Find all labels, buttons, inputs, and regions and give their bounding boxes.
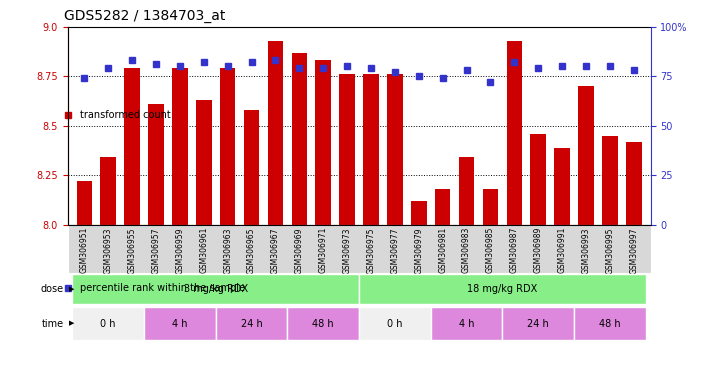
Bar bbox=[215, 307, 287, 340]
Bar bbox=[359, 307, 431, 340]
Text: GSM306981: GSM306981 bbox=[438, 227, 447, 273]
Text: GSM306979: GSM306979 bbox=[415, 227, 423, 273]
Bar bbox=[530, 134, 546, 225]
Bar bbox=[292, 53, 307, 225]
Text: 24 h: 24 h bbox=[528, 318, 549, 329]
Bar bbox=[459, 157, 474, 225]
Bar bbox=[196, 100, 211, 225]
Text: GSM306975: GSM306975 bbox=[366, 227, 375, 273]
Text: GSM306983: GSM306983 bbox=[462, 227, 471, 273]
Text: GSM306959: GSM306959 bbox=[176, 227, 184, 273]
Bar bbox=[363, 74, 379, 225]
Bar bbox=[411, 201, 427, 225]
Text: GSM306973: GSM306973 bbox=[343, 227, 352, 273]
Text: GDS5282 / 1384703_at: GDS5282 / 1384703_at bbox=[64, 9, 225, 23]
Bar bbox=[503, 307, 574, 340]
Bar bbox=[220, 68, 235, 225]
Text: 48 h: 48 h bbox=[599, 318, 621, 329]
Bar bbox=[574, 307, 646, 340]
Text: GSM306961: GSM306961 bbox=[199, 227, 208, 273]
Bar bbox=[267, 41, 283, 225]
Text: GSM306953: GSM306953 bbox=[104, 227, 112, 273]
Text: GSM306967: GSM306967 bbox=[271, 227, 280, 273]
Bar bbox=[172, 68, 188, 225]
Bar bbox=[431, 307, 503, 340]
Text: 18 mg/kg RDX: 18 mg/kg RDX bbox=[467, 284, 538, 294]
Text: GSM306955: GSM306955 bbox=[127, 227, 137, 273]
Text: GSM306957: GSM306957 bbox=[151, 227, 161, 273]
Text: GSM306951: GSM306951 bbox=[80, 227, 89, 273]
Text: 4 h: 4 h bbox=[459, 318, 474, 329]
Text: GSM306991: GSM306991 bbox=[557, 227, 567, 273]
Text: GSM306997: GSM306997 bbox=[629, 227, 638, 273]
Text: GSM306993: GSM306993 bbox=[582, 227, 591, 273]
Text: ▶: ▶ bbox=[69, 321, 75, 326]
Bar bbox=[244, 110, 260, 225]
Text: transformed count: transformed count bbox=[80, 110, 171, 120]
Bar bbox=[483, 189, 498, 225]
Text: GSM306987: GSM306987 bbox=[510, 227, 519, 273]
Bar bbox=[73, 307, 144, 340]
Text: GSM306965: GSM306965 bbox=[247, 227, 256, 273]
Text: 0 h: 0 h bbox=[100, 318, 116, 329]
Text: GSM306989: GSM306989 bbox=[534, 227, 542, 273]
Text: percentile rank within the sample: percentile rank within the sample bbox=[80, 283, 245, 293]
Text: ▶: ▶ bbox=[69, 286, 75, 292]
Text: GSM306977: GSM306977 bbox=[390, 227, 400, 273]
Text: GSM306963: GSM306963 bbox=[223, 227, 232, 273]
Text: 4 h: 4 h bbox=[172, 318, 188, 329]
Bar bbox=[578, 86, 594, 225]
Bar bbox=[507, 41, 522, 225]
Text: 0 h: 0 h bbox=[387, 318, 402, 329]
Text: time: time bbox=[42, 318, 64, 329]
Bar bbox=[100, 157, 116, 225]
Bar bbox=[287, 307, 359, 340]
Bar bbox=[387, 74, 402, 225]
Bar bbox=[626, 142, 641, 225]
Bar bbox=[435, 189, 451, 225]
Text: GSM306969: GSM306969 bbox=[295, 227, 304, 273]
Text: dose: dose bbox=[41, 284, 64, 294]
Bar bbox=[339, 74, 355, 225]
Bar bbox=[359, 274, 646, 304]
Bar bbox=[555, 147, 570, 225]
Text: GSM306971: GSM306971 bbox=[319, 227, 328, 273]
Text: 3 mg/kg RDX: 3 mg/kg RDX bbox=[183, 284, 247, 294]
Bar bbox=[144, 307, 215, 340]
Text: 24 h: 24 h bbox=[240, 318, 262, 329]
Bar bbox=[77, 181, 92, 225]
Bar bbox=[602, 136, 618, 225]
Bar bbox=[73, 274, 359, 304]
Bar bbox=[124, 68, 140, 225]
Bar bbox=[316, 61, 331, 225]
Text: GSM306995: GSM306995 bbox=[606, 227, 614, 273]
Text: 48 h: 48 h bbox=[312, 318, 334, 329]
Text: GSM306985: GSM306985 bbox=[486, 227, 495, 273]
Bar bbox=[148, 104, 164, 225]
